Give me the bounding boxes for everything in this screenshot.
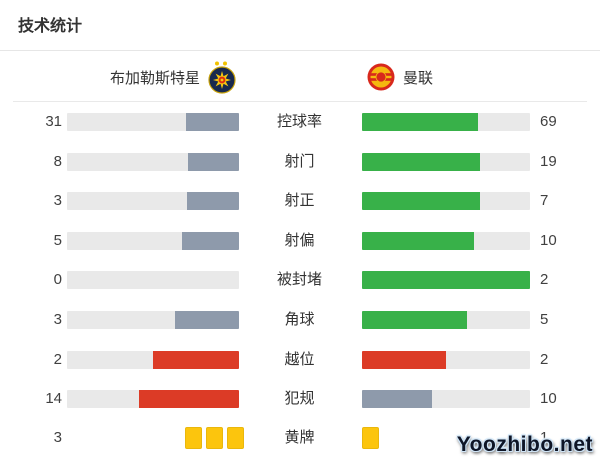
away-bar bbox=[362, 192, 530, 210]
page-title: 技术统计 bbox=[18, 18, 83, 35]
away-value: 1 bbox=[540, 429, 549, 446]
stat-row: 3 黄牌 1 bbox=[0, 427, 600, 449]
yellow-card-icon bbox=[227, 427, 244, 449]
stat-label: 控球率 bbox=[276, 113, 322, 130]
bar-fill bbox=[362, 232, 474, 250]
away-bar bbox=[362, 113, 530, 131]
stat-label: 犯规 bbox=[284, 390, 315, 407]
bar-fill bbox=[362, 113, 478, 131]
stat-label: 射偏 bbox=[284, 232, 315, 249]
bar-fill bbox=[188, 153, 239, 171]
stat-label: 射门 bbox=[284, 153, 315, 170]
steaua-badge-icon bbox=[207, 60, 237, 94]
bar-fill bbox=[362, 271, 530, 289]
home-value: 14 bbox=[45, 390, 62, 407]
away-value: 5 bbox=[540, 311, 549, 328]
away-bar bbox=[362, 311, 530, 329]
home-bar bbox=[67, 351, 239, 369]
away-yellow-cards bbox=[362, 427, 379, 449]
yellow-card-icon bbox=[185, 427, 202, 449]
home-bar bbox=[67, 390, 239, 408]
away-value: 7 bbox=[540, 192, 549, 209]
bar-fill bbox=[185, 113, 239, 131]
yellow-card-icon bbox=[362, 427, 379, 449]
bar-fill bbox=[153, 351, 239, 369]
home-bar bbox=[67, 271, 239, 289]
home-value: 3 bbox=[53, 429, 62, 446]
team-home: 布加勒斯特星 bbox=[110, 59, 237, 95]
home-bar bbox=[67, 311, 239, 329]
away-bar bbox=[362, 351, 530, 369]
bar-fill bbox=[362, 351, 446, 369]
home-value: 31 bbox=[45, 113, 62, 130]
header-divider bbox=[13, 101, 587, 102]
stat-row: 0 被封堵 2 bbox=[0, 271, 600, 289]
stat-row: 31 控球率 69 bbox=[0, 113, 600, 131]
bar-fill bbox=[138, 390, 239, 408]
title-divider bbox=[0, 50, 600, 51]
away-bar bbox=[362, 153, 530, 171]
team-home-name: 布加勒斯特星 bbox=[109, 69, 200, 87]
away-value: 19 bbox=[540, 153, 557, 170]
bar-fill bbox=[181, 232, 239, 250]
stat-label: 被封堵 bbox=[276, 271, 322, 288]
stat-label: 角球 bbox=[284, 311, 315, 328]
home-bar bbox=[67, 192, 239, 210]
bar-fill bbox=[362, 311, 467, 329]
team-away: 曼联 bbox=[366, 59, 433, 95]
stat-label: 射正 bbox=[284, 192, 315, 209]
home-yellow-cards bbox=[67, 427, 244, 449]
away-value: 69 bbox=[540, 113, 557, 130]
home-bar bbox=[67, 232, 239, 250]
home-value: 3 bbox=[53, 311, 62, 328]
stat-row: 14 犯规 10 bbox=[0, 390, 600, 408]
bar-fill bbox=[187, 192, 239, 210]
stat-row: 3 射正 7 bbox=[0, 192, 600, 210]
home-value: 2 bbox=[53, 351, 62, 368]
away-bar bbox=[362, 271, 530, 289]
home-value: 0 bbox=[53, 271, 62, 288]
watermark: Yoozhibo.net bbox=[456, 433, 593, 456]
man-utd-badge-icon bbox=[366, 60, 396, 94]
yellow-card-icon bbox=[206, 427, 223, 449]
away-value: 2 bbox=[540, 271, 549, 288]
bar-fill bbox=[362, 192, 480, 210]
away-bar bbox=[362, 232, 530, 250]
stat-label: 黄牌 bbox=[284, 429, 315, 446]
stat-label: 越位 bbox=[284, 351, 315, 368]
bar-fill bbox=[362, 390, 432, 408]
home-value: 8 bbox=[53, 153, 62, 170]
stat-row: 3 角球 5 bbox=[0, 311, 600, 329]
away-bar bbox=[362, 390, 530, 408]
bar-fill bbox=[362, 153, 481, 171]
stat-row: 8 射门 19 bbox=[0, 153, 600, 171]
stat-row: 2 越位 2 bbox=[0, 351, 600, 369]
home-bar bbox=[67, 153, 239, 171]
away-value: 10 bbox=[540, 232, 557, 249]
bar-fill bbox=[174, 311, 239, 329]
team-away-name: 曼联 bbox=[403, 69, 434, 87]
home-value: 3 bbox=[53, 192, 62, 209]
away-value: 2 bbox=[540, 351, 549, 368]
home-bar bbox=[67, 113, 239, 131]
stat-row: 5 射偏 10 bbox=[0, 232, 600, 250]
away-value: 10 bbox=[540, 390, 557, 407]
home-value: 5 bbox=[53, 232, 62, 249]
